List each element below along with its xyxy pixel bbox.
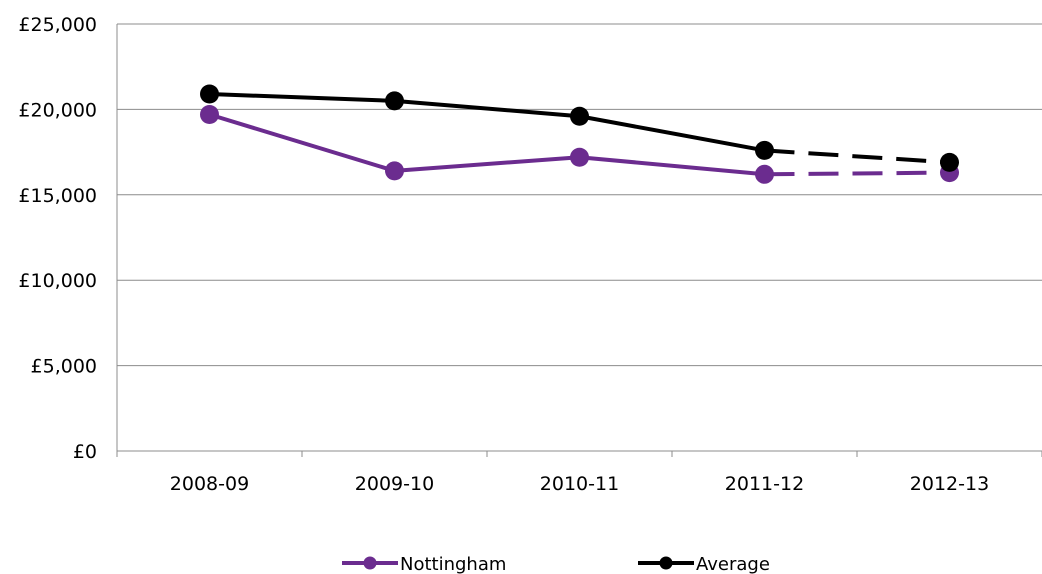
data-point — [385, 91, 404, 111]
y-tick-label: £10,000 — [18, 270, 97, 292]
legend-marker — [363, 556, 377, 570]
data-point — [200, 84, 219, 104]
data-point — [385, 161, 404, 181]
legend: Nottingham Average — [342, 554, 770, 574]
data-point — [570, 147, 589, 167]
data-point — [200, 105, 219, 125]
y-tick-label: £25,000 — [18, 14, 97, 36]
data-point — [755, 164, 774, 184]
data-point — [570, 106, 589, 126]
series-line-segment — [764, 148, 950, 165]
series-line-segment — [579, 114, 765, 153]
legend-label: Average — [696, 554, 770, 574]
x-tick-label: 2011-12 — [725, 473, 804, 495]
legend-label: Nottingham — [400, 554, 506, 574]
data-point — [755, 140, 774, 160]
y-tick-label: £5,000 — [31, 356, 97, 378]
series-line-segment — [394, 155, 580, 173]
x-tick-label: 2012-13 — [910, 473, 989, 495]
series-line-segment — [208, 112, 396, 173]
gridlines — [117, 23, 1042, 452]
axes — [116, 24, 1042, 457]
series-line-segment — [394, 98, 580, 119]
data-point — [940, 152, 959, 172]
y-tick-label: £20,000 — [18, 99, 97, 121]
x-tick-label: 2008-09 — [170, 473, 249, 495]
x-tick-labels: 2008-09 2009-10 2010-11 2011-12 2012-13 — [170, 473, 989, 495]
legend-marker — [659, 556, 673, 570]
series-line-segment — [579, 155, 765, 177]
y-tick-labels: £0 £5,000 £10,000 £15,000 £20,000 £25,000 — [18, 14, 97, 463]
y-tick-label: £15,000 — [18, 185, 97, 207]
series-line-segment — [764, 170, 950, 177]
x-tick-label: 2010-11 — [540, 473, 619, 495]
y-tick-label: £0 — [73, 441, 97, 463]
x-tick-label: 2009-10 — [355, 473, 434, 495]
series-markers — [200, 84, 959, 184]
series-lines — [208, 92, 950, 177]
series-line-segment — [209, 92, 395, 103]
